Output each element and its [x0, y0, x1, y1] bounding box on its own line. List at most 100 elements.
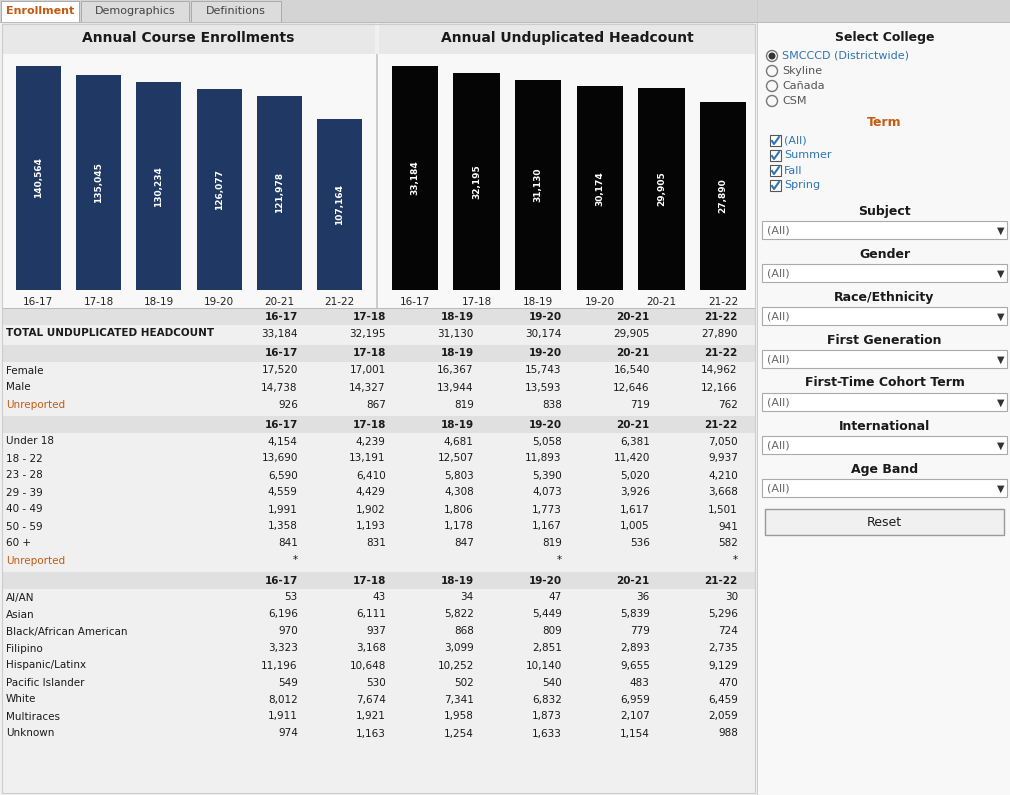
Text: 16,367: 16,367 [437, 366, 474, 375]
Text: 7,674: 7,674 [356, 695, 386, 704]
Text: 6,832: 6,832 [532, 695, 562, 704]
Text: Demographics: Demographics [95, 6, 176, 16]
Text: ▼: ▼ [997, 269, 1005, 278]
Text: White: White [6, 695, 36, 704]
Text: 819: 819 [542, 538, 562, 549]
Text: 12,507: 12,507 [437, 453, 474, 463]
Text: 50 - 59: 50 - 59 [6, 522, 42, 532]
Text: 21-22: 21-22 [705, 348, 737, 359]
Text: 926: 926 [278, 400, 298, 409]
Text: Reset: Reset [867, 516, 902, 529]
Text: Fall: Fall [784, 165, 803, 176]
Text: 16-17: 16-17 [265, 312, 298, 321]
Text: 2,107: 2,107 [620, 712, 649, 722]
Text: 9,937: 9,937 [708, 453, 737, 463]
Text: 29,905: 29,905 [656, 172, 666, 207]
Text: Annual Course Enrollments: Annual Course Enrollments [82, 31, 295, 45]
Text: 43: 43 [373, 592, 386, 603]
Bar [379, 22, 755, 54]
Text: 19-20: 19-20 [204, 297, 234, 307]
Text: Definitions: Definitions [206, 6, 266, 16]
Text: 130,234: 130,234 [155, 166, 164, 207]
Text: (All): (All) [767, 398, 790, 408]
Text: (All): (All) [767, 226, 790, 235]
Bar [376, 54, 378, 308]
Text: 18-19: 18-19 [440, 348, 474, 359]
Text: Summer: Summer [784, 150, 831, 161]
Text: 937: 937 [366, 626, 386, 637]
Text: Age Band: Age Band [851, 463, 918, 475]
Text: *: * [557, 556, 562, 565]
Text: 6,959: 6,959 [620, 695, 649, 704]
Text: 549: 549 [278, 677, 298, 688]
Text: (All): (All) [767, 312, 790, 321]
Text: 3,168: 3,168 [356, 643, 386, 653]
Text: First Generation: First Generation [827, 333, 941, 347]
Text: Gender: Gender [858, 247, 910, 261]
Bar [81, 1, 189, 22]
Text: 5,390: 5,390 [532, 471, 562, 480]
Text: 11,420: 11,420 [613, 453, 649, 463]
Text: 30: 30 [724, 592, 737, 603]
Text: 582: 582 [718, 538, 737, 549]
Text: Select College: Select College [834, 32, 934, 45]
Text: 5,839: 5,839 [620, 610, 649, 619]
Text: 135,045: 135,045 [94, 162, 103, 203]
Text: 1,163: 1,163 [356, 728, 386, 739]
Text: ▼: ▼ [997, 398, 1005, 408]
Text: Term: Term [868, 117, 902, 130]
Text: 1,617: 1,617 [620, 505, 649, 514]
Bar [2, 24, 755, 793]
Text: 838: 838 [542, 400, 562, 409]
Text: ▼: ▼ [997, 226, 1005, 235]
Text: 4,559: 4,559 [268, 487, 298, 498]
Text: 867: 867 [366, 400, 386, 409]
Text: Race/Ethnicity: Race/Ethnicity [834, 290, 934, 304]
Text: Female: Female [6, 366, 43, 375]
Text: 1,991: 1,991 [268, 505, 298, 514]
Text: 1,501: 1,501 [708, 505, 737, 514]
Text: 819: 819 [453, 400, 474, 409]
Text: 6,459: 6,459 [708, 695, 737, 704]
Text: 974: 974 [278, 728, 298, 739]
Text: 13,593: 13,593 [525, 382, 562, 393]
Text: 1,167: 1,167 [532, 522, 562, 532]
Text: 19-20: 19-20 [528, 348, 562, 359]
Text: 8,012: 8,012 [268, 695, 298, 704]
Text: 3,323: 3,323 [268, 643, 298, 653]
Text: Unknown: Unknown [6, 728, 55, 739]
Text: 107,164: 107,164 [335, 184, 344, 225]
Text: 5,803: 5,803 [444, 471, 474, 480]
Bar [758, 0, 1010, 795]
Bar [2, 54, 755, 308]
Text: 5,058: 5,058 [532, 436, 562, 447]
Text: 17-18: 17-18 [352, 576, 386, 585]
Text: 17-18: 17-18 [462, 297, 492, 307]
Text: 33,184: 33,184 [262, 328, 298, 339]
Text: 34: 34 [461, 592, 474, 603]
Text: 36: 36 [636, 592, 649, 603]
Text: (All): (All) [767, 483, 790, 494]
Bar [136, 83, 182, 290]
Text: ▼: ▼ [997, 483, 1005, 494]
Text: 1,358: 1,358 [268, 522, 298, 532]
Text: 29 - 39: 29 - 39 [6, 487, 42, 498]
Text: 14,738: 14,738 [262, 382, 298, 393]
Text: 10,252: 10,252 [437, 661, 474, 670]
Text: 16-17: 16-17 [400, 297, 430, 307]
Text: (All): (All) [767, 440, 790, 451]
Bar [638, 88, 685, 290]
Text: 3,926: 3,926 [620, 487, 649, 498]
Bar [2, 572, 755, 589]
Text: 1,773: 1,773 [532, 505, 562, 514]
Bar [700, 102, 746, 290]
Text: 19-20: 19-20 [528, 312, 562, 321]
Bar [0, 0, 1010, 22]
Text: 11,893: 11,893 [525, 453, 562, 463]
Text: 17,001: 17,001 [349, 366, 386, 375]
Text: 719: 719 [630, 400, 649, 409]
Text: 1,178: 1,178 [444, 522, 474, 532]
Text: AI/AN: AI/AN [6, 592, 34, 603]
Text: 4,681: 4,681 [444, 436, 474, 447]
Text: 1,633: 1,633 [532, 728, 562, 739]
